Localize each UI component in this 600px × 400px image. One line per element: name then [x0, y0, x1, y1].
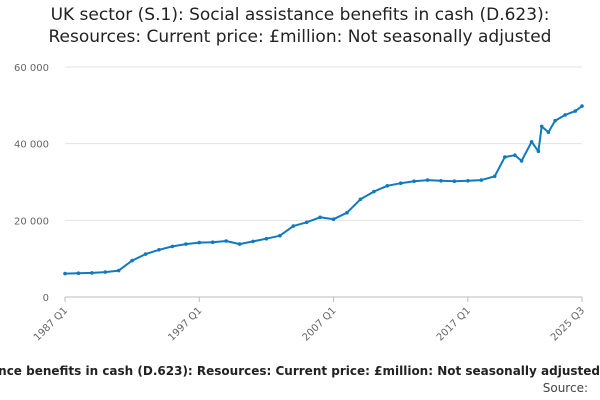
- x-tick-label: 1987 Q1: [32, 305, 70, 343]
- data-point: [519, 159, 524, 163]
- data-point: [63, 271, 67, 276]
- data-point: [385, 184, 390, 188]
- data-point: [143, 252, 148, 256]
- data-point: [466, 179, 470, 183]
- x-tick-label: 2017 Q1: [435, 305, 473, 343]
- data-point: [264, 236, 269, 241]
- data-point: [573, 109, 578, 113]
- y-tick-label: 60 000: [14, 63, 49, 74]
- data-point: [318, 215, 322, 220]
- data-point: [372, 189, 376, 194]
- data-point: [184, 242, 188, 246]
- data-point: [529, 140, 534, 144]
- data-point: [170, 244, 175, 249]
- axes: 0 20 000 40 000 60 000 1987 Q1 1997 Q1 2007 Q1…: [14, 63, 587, 343]
- data-point: [210, 240, 215, 244]
- data-point: [425, 178, 430, 182]
- data-point: [76, 271, 81, 276]
- data-point: [580, 104, 584, 108]
- data-point: [539, 124, 544, 129]
- data-point: [116, 268, 121, 273]
- x-tick-label: 2007 Q1: [301, 305, 339, 343]
- data-point: [251, 239, 255, 244]
- y-tick-label: 0: [43, 293, 49, 304]
- legend-entry: Social assistance benefits in cash (D.62…: [0, 364, 600, 378]
- y-tick-label: 20 000: [14, 216, 49, 227]
- legend: Social assistance benefits in cash (D.62…: [0, 364, 600, 378]
- data-point: [304, 220, 309, 225]
- chart-title-line-1: UK sector (S.1): Social assistance benef…: [50, 5, 550, 25]
- series-layer: [63, 104, 584, 276]
- chart-title-line-2: Resources: Current price: £million: Not …: [48, 27, 552, 47]
- data-point: [452, 179, 457, 183]
- data-point: [197, 240, 202, 245]
- data-point: [291, 224, 296, 228]
- data-point: [439, 179, 443, 183]
- data-point: [90, 271, 94, 275]
- data-point: [553, 118, 557, 123]
- data-point: [130, 258, 134, 263]
- data-point: [237, 242, 242, 246]
- gridlines: [65, 66, 582, 221]
- data-point: [563, 113, 567, 117]
- data-point: [412, 179, 416, 183]
- data-point: [331, 217, 336, 221]
- y-tick-label: 40 000: [14, 140, 49, 151]
- data-point: [345, 210, 349, 215]
- data-point: [103, 270, 108, 274]
- source-label: Source:: [542, 381, 588, 395]
- data-point: [492, 174, 497, 179]
- data-point: [536, 149, 541, 154]
- data-point: [398, 181, 403, 185]
- data-point: [224, 239, 228, 243]
- series-line: [64, 105, 583, 275]
- data-point: [157, 248, 161, 252]
- data-point: [358, 197, 363, 202]
- data-point: [513, 153, 517, 157]
- chart-title: UK sector (S.1): Social assistance benef…: [0, 4, 600, 48]
- data-point: [503, 155, 507, 159]
- x-tick-label: 1997 Q1: [166, 305, 204, 343]
- data-point: [479, 178, 484, 182]
- data-point: [278, 233, 282, 238]
- data-point: [546, 130, 551, 134]
- x-tick-label: 2025 Q3: [549, 305, 587, 343]
